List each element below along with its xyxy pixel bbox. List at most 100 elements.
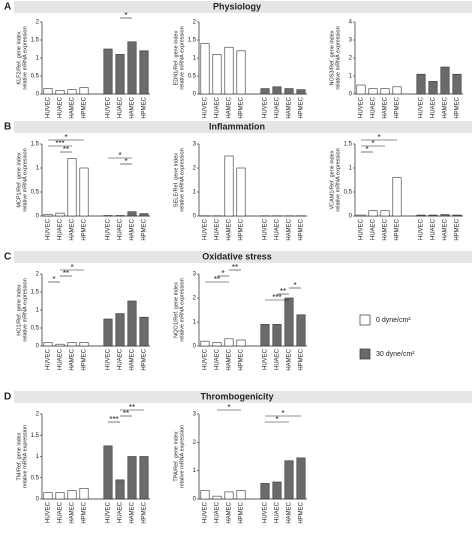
bar [224,46,234,95]
x-tick-label: HPMEC [239,96,245,118]
x-tick-label: HUVEC [419,96,425,118]
x-tick-label: HAMEC [130,96,136,118]
x-tick-label: HAMEC [227,348,233,370]
bar [55,212,65,217]
x-tick-label: HAMEC [287,501,293,523]
bar [200,43,210,95]
bar [103,445,113,500]
y-axis-label: VCAM1/Ref. gene index [329,150,335,209]
y-tick-label: 2 [193,20,197,26]
bar [260,324,270,347]
y-tick-label: 2 [349,56,353,62]
bar [224,338,234,347]
y-axis-label: NQO1/Ref. gene index [173,282,179,338]
legend-label: 0 dyne/cm² [376,317,411,324]
sig-label: ** [63,269,69,278]
bar [380,210,390,217]
bar [115,479,125,500]
bar [368,210,378,217]
y-axis-label: EDN1/Ref. gene index [173,30,179,85]
y-tick-label: 2 [36,272,40,278]
x-tick-label: HPMEC [239,218,245,240]
bar [428,214,438,217]
x-tick-label: HPMEC [455,218,461,240]
bar [284,460,294,500]
sig-label: *** [109,415,118,424]
x-tick-label: HUVEC [263,218,269,240]
x-tick-label: HAMEC [383,96,389,118]
bar [236,50,246,95]
section-band [14,121,472,133]
x-tick-label: HUAEC [275,218,281,240]
bar [67,342,77,347]
y-tick-label: 3 [193,412,197,418]
bar [79,167,89,217]
y-tick-label: 0 [193,344,197,350]
y-tick-label: 3 [193,272,197,278]
bar [296,89,306,95]
x-tick-label: HUAEC [118,218,124,240]
x-tick-label: HUAEC [431,96,437,118]
x-tick-label: HUVEC [203,218,209,240]
section-title: Physiology [213,1,261,11]
y-tick-label: 2 [36,412,40,418]
y-tick-label: 1 [193,320,197,326]
bar [67,89,77,95]
bar [139,456,149,500]
y-tick-label: 1 [193,56,197,62]
sig-label: * [52,275,55,284]
sig-label: ** [280,287,286,296]
bar [428,81,438,95]
x-tick-label: HUVEC [106,348,112,370]
y-axis-label: KLF2/Ref. gene index [16,31,22,84]
bar [79,342,89,347]
x-tick-label: HPMEC [82,348,88,370]
x-tick-label: HUAEC [58,218,64,240]
x-tick-label: HUAEC [371,218,377,240]
x-tick-label: HUVEC [419,218,425,240]
y-axis-label: relative mRNA expression [22,26,28,89]
sig-label: * [371,139,374,148]
bar [55,343,65,347]
bar [236,490,246,500]
sig-label: ** [63,145,69,154]
sig-label: * [377,133,380,142]
y-tick-label: 0.5 [344,190,353,196]
bar [452,214,462,217]
sig-label: * [64,133,67,142]
sig-label: * [365,145,368,154]
bar [43,492,53,500]
sig-label: *** [55,139,64,148]
sig-label: * [275,415,278,424]
x-tick-label: HUAEC [215,501,221,523]
y-tick-label: 1 [36,454,40,460]
bar [272,86,282,95]
bar [356,214,366,217]
x-tick-label: HUAEC [58,96,64,118]
sig-label: * [281,409,284,418]
section-letter: C [4,252,11,263]
x-tick-label: HUAEC [215,348,221,370]
x-tick-label: HUVEC [46,348,52,370]
y-axis-label: TM/Ref. gene index [16,432,22,480]
section-letter: A [4,2,11,13]
x-tick-label: HAMEC [287,218,293,240]
y-axis-label: MCP1/Ref. gene index [16,152,22,208]
y-tick-label: 0 [36,214,40,220]
y-axis-label: relative mRNA expression [179,26,185,89]
x-tick-label: HUAEC [275,501,281,523]
x-tick-label: HUVEC [203,96,209,118]
x-tick-label: HUVEC [106,501,112,523]
x-tick-label: HUAEC [118,96,124,118]
x-tick-label: HAMEC [227,96,233,118]
bar [212,495,222,500]
x-tick-label: HPMEC [142,218,148,240]
bar [103,318,113,347]
x-tick-label: HPMEC [299,96,305,118]
bar [236,167,246,217]
x-tick-label: HUAEC [215,96,221,118]
legend-swatch [359,314,371,326]
y-tick-label: 0 [193,214,197,220]
x-tick-label: HUVEC [46,218,52,240]
bar [392,177,402,217]
